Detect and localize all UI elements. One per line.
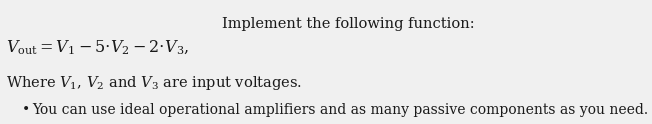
Text: Where $V_1$, $V_2$ and $V_3$ are input voltages.: Where $V_1$, $V_2$ and $V_3$ are input v… bbox=[7, 74, 303, 92]
Text: You can use ideal operational amplifiers and as many passive components as you n: You can use ideal operational amplifiers… bbox=[32, 103, 648, 117]
Text: •: • bbox=[22, 103, 30, 117]
Text: Implement the following function:: Implement the following function: bbox=[222, 17, 475, 31]
Text: $V_{\mathrm{out}} = V_1 - 5{\cdot}V_2 - 2{\cdot}V_3,$: $V_{\mathrm{out}} = V_1 - 5{\cdot}V_2 - … bbox=[7, 38, 190, 57]
